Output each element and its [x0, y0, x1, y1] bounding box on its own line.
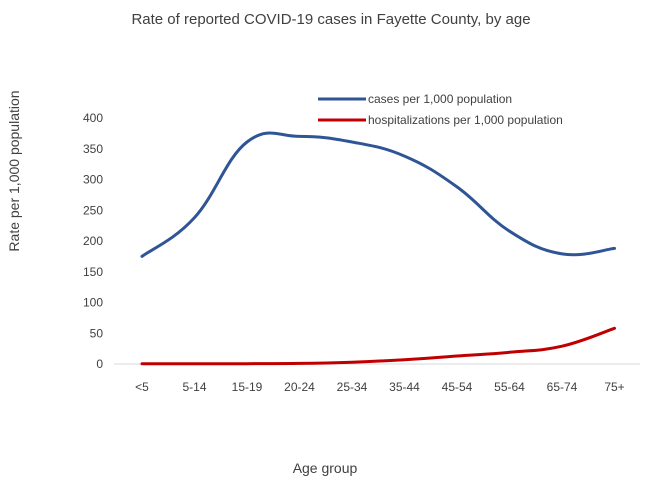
x-tick-label: 45-54 — [442, 380, 473, 394]
legend-label: cases per 1,000 population — [368, 92, 512, 106]
x-tick-label: 15-19 — [232, 380, 263, 394]
series-line-cases — [140, 131, 616, 258]
x-axis: <5 5-14 15-19 20-24 25-34 35-44 45-54 55-64 65-7… — [135, 380, 625, 394]
y-tick-label: 400 — [83, 111, 103, 125]
x-tick-label: 55-64 — [494, 380, 525, 394]
y-tick-label: 200 — [83, 234, 103, 248]
x-tick-label: <5 — [135, 380, 149, 394]
x-tick-label: 75+ — [604, 380, 624, 394]
series-line-hospitalizations — [140, 326, 616, 366]
x-axis-title: Age group — [293, 460, 358, 476]
x-tick-label: 5-14 — [182, 380, 206, 394]
x-tick-label: 35-44 — [389, 380, 420, 394]
y-tick-label: 50 — [90, 326, 104, 340]
legend-label: hospitalizations per 1,000 population — [368, 113, 563, 127]
x-tick-label: 25-34 — [337, 380, 368, 394]
y-tick-label: 100 — [83, 296, 103, 310]
y-tick-label: 300 — [83, 173, 103, 187]
y-tick-label: 350 — [83, 142, 103, 156]
legend: cases per 1,000 population hospitalizatio… — [318, 92, 563, 127]
y-axis: 0 50 100 150 200 250 300 350 400 — [83, 111, 103, 371]
x-tick-label: 65-74 — [547, 380, 578, 394]
y-tick-label: 150 — [83, 265, 103, 279]
x-tick-label: 20-24 — [284, 380, 315, 394]
y-tick-label: 0 — [96, 357, 103, 371]
plot-area — [140, 131, 616, 366]
y-axis-title: Rate per 1,000 population — [6, 90, 22, 251]
y-tick-label: 250 — [83, 203, 103, 217]
chart-title: Rate of reported COVID-19 cases in Fayet… — [131, 11, 530, 28]
